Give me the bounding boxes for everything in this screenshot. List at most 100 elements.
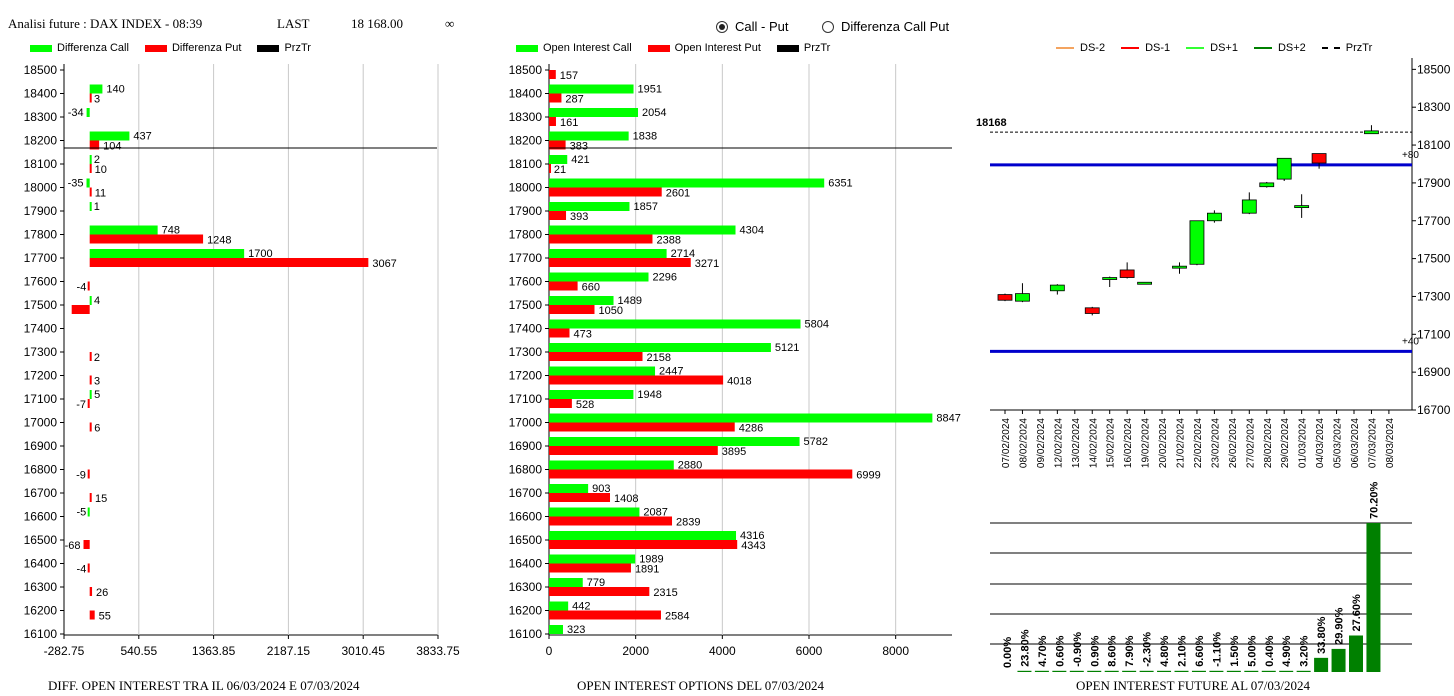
chart2-y-tick-label: 17600 <box>509 275 543 289</box>
chart2-bar-call <box>549 249 667 258</box>
chart2-y-tick-label: 16100 <box>509 627 543 641</box>
chart1-value-label: -35 <box>68 178 84 190</box>
legend-swatch-diff-put <box>144 44 167 52</box>
radio-call-put[interactable]: Call - Put <box>716 19 788 34</box>
chart1-y-tick-label: 16400 <box>24 557 58 571</box>
chart3-date-label: 07/03/2024 <box>1367 418 1378 468</box>
chart3-date-label: 28/02/2024 <box>1263 418 1274 468</box>
chart2-y-tick-label: 16300 <box>509 580 543 594</box>
chart4-bar <box>1226 670 1241 672</box>
chart4-bar <box>1279 670 1294 672</box>
chart3-date-label: 16/02/2024 <box>1123 418 1134 468</box>
chart2-y-tick-label: 16900 <box>509 439 543 453</box>
legend-line-ds+2 <box>1253 47 1272 49</box>
chart1-x-tick-label: 3010.45 <box>342 644 386 658</box>
chart3-date-label: 26/02/2024 <box>1228 418 1239 468</box>
chart2-bar-put <box>549 164 551 173</box>
chart2-bar-put <box>549 375 724 385</box>
legend-item-ds-1: DS-1 <box>1121 42 1170 54</box>
chart4-bar <box>1366 523 1381 672</box>
chart1-y-tick-label: 17700 <box>24 251 58 265</box>
chart1-value-label: 6 <box>94 423 100 435</box>
infinity-button[interactable]: ∞ <box>445 16 455 31</box>
chart2-y-tick-label: 17400 <box>509 322 543 336</box>
legend-item-oi-put: Open Interest Put <box>647 42 761 54</box>
chart2-value-label: 1838 <box>633 131 657 143</box>
chart2-bar-put <box>549 516 673 526</box>
chart4-value-label: 0.60% <box>1054 635 1066 666</box>
chart3-date-label: 27/02/2024 <box>1245 418 1256 468</box>
radio-call-put-label: Call - Put <box>735 19 789 34</box>
legend-label-ds-1: DS-1 <box>1145 42 1171 54</box>
chart4-value-label: 3.20% <box>1299 635 1311 666</box>
chart3-level-label: +80 <box>1402 150 1419 161</box>
chart2-value-label: 6351 <box>828 178 852 190</box>
chart1-x-tick-label: 1363.85 <box>192 644 236 658</box>
chart4-value-label: 4.70% <box>1037 635 1049 666</box>
chart3-y-tick-label: 18100 <box>1417 138 1451 152</box>
chart3-candle-body <box>1102 277 1118 280</box>
chart2-bar-call <box>549 601 569 611</box>
chart4-value-label: 4.90% <box>1281 635 1293 666</box>
chart2-bar-call <box>549 554 636 564</box>
chart3-date-label: 14/02/2024 <box>1088 418 1099 468</box>
legend-label-ds+1: DS+1 <box>1210 42 1238 54</box>
chart3-y-tick-label: 17300 <box>1417 289 1451 303</box>
chart1-value-label: 1248 <box>207 235 231 247</box>
chart2-x-tick-label: 6000 <box>796 644 823 658</box>
chart1-bar-call <box>89 390 92 399</box>
chart2-y-tick-label: 17500 <box>509 298 543 312</box>
chart4-value-label: 27.60% <box>1351 594 1363 632</box>
chart2-value-label: 4018 <box>727 376 751 388</box>
chart4-value-label: 2.10% <box>1177 635 1189 666</box>
chart2-value-label: 2054 <box>642 107 666 119</box>
chart1-bar-put <box>89 140 100 150</box>
chart1-y-tick-label: 16200 <box>24 604 58 618</box>
legend-item-ds+1: DS+1 <box>1186 42 1238 54</box>
chart1-value-label: -7 <box>76 399 86 411</box>
chart2-value-label: 1050 <box>599 305 623 317</box>
chart2-bar-put <box>549 211 567 220</box>
chart4-caption: OPEN INTEREST FUTURE AL 07/03/2024 <box>1076 678 1311 693</box>
chart1-bar-put <box>87 563 90 573</box>
chart2-value-label: 21 <box>554 164 566 176</box>
chart4-value-label: 70.20% <box>1368 481 1380 519</box>
chart3-date-label: 07/02/2024 <box>1001 418 1012 468</box>
legend-chart2: Open Interest Call Open Interest Put Prz… <box>516 42 846 54</box>
chart3-price-label: 18168 <box>976 117 1007 129</box>
chart2-value-label: 2601 <box>666 188 690 200</box>
chart1-bar-put <box>89 164 92 173</box>
chart2-y-tick-label: 16400 <box>509 557 543 571</box>
legend-label-prztr: PrzTr <box>284 42 311 54</box>
chart2-bar-call <box>549 131 629 141</box>
chart2-bar-put <box>549 610 661 620</box>
radio-call-put-dot[interactable] <box>716 20 728 33</box>
legend-item-diff-call: Differenza Call <box>30 42 129 54</box>
legend-label-prztr-3: PrzTr <box>1345 42 1373 54</box>
chart2-caption: OPEN INTEREST OPTIONS DEL 07/03/2024 <box>577 678 824 693</box>
chart3-candle-body <box>1276 157 1292 180</box>
radio-diff-call-put[interactable]: Differenza Call Put <box>822 19 949 34</box>
chart3-date-label: 12/02/2024 <box>1053 418 1064 468</box>
radio-diff-call-put-dot[interactable] <box>822 20 834 33</box>
chart4-value-label: 0.90% <box>1089 635 1101 666</box>
chart1-bar-call <box>86 108 90 117</box>
chart2-value-label: 2839 <box>676 517 700 529</box>
chart1-y-tick-label: 17000 <box>24 416 58 430</box>
chart3-candle-body <box>997 294 1013 301</box>
chart2-y-tick-label: 18300 <box>509 110 543 124</box>
chart1-y-tick-label: 17300 <box>24 345 58 359</box>
chart1-value-label: 4 <box>94 295 100 307</box>
chart2-bar-put <box>549 140 566 150</box>
chart1-bar-call <box>89 155 92 164</box>
chart1-value-label: 55 <box>99 611 111 623</box>
chart1-value-label: 2 <box>94 352 100 364</box>
chart2-bar-put <box>549 469 853 479</box>
chart1-x-tick-label: 540.55 <box>120 644 157 658</box>
chart3-y-tick-label: 17500 <box>1417 252 1451 266</box>
chart2-bar-put <box>549 305 595 314</box>
chart4-bar <box>1191 670 1206 672</box>
chart2-value-label: 2315 <box>653 587 677 599</box>
chart4-bar <box>1331 648 1346 672</box>
